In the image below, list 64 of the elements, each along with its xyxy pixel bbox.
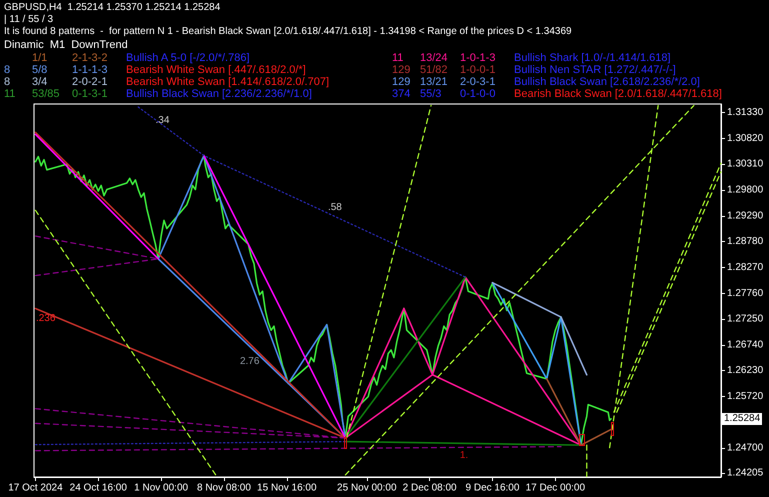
y-tick-label: 1.30820 <box>727 132 764 144</box>
text: 8 <box>4 76 10 88</box>
text: Bearish White Swan [.447/.618/2.0/*] <box>126 64 306 76</box>
text: 2-0-3-1 <box>460 76 496 88</box>
x-tick-label: 8 Nov 08:00 <box>196 482 252 494</box>
text: 8 <box>4 64 10 76</box>
text: Bearish Black Swan [2.0/1.618/.447/1.618] <box>514 88 722 100</box>
y-tick-label: 1.24700 <box>727 442 764 454</box>
chart-subtitle: | 11 / 55 / 3 <box>4 14 54 26</box>
annotation: .236 <box>36 312 56 325</box>
y-tick-label: 1.26740 <box>727 339 764 350</box>
y-tick-label: 1.29290 <box>727 210 764 222</box>
y-tick-label: 1.28780 <box>727 236 764 248</box>
text: 1-0-1-3 <box>460 52 496 64</box>
text: 5/8 <box>32 64 48 76</box>
x-tick-label: 9 Dec 16:00 <box>466 482 520 494</box>
text: 3/4 <box>32 76 48 88</box>
y-tick-label: 1.29800 <box>727 184 764 196</box>
x-tick-label: 25 Nov 00:00 <box>337 482 397 494</box>
y-tick-label: 1.27760 <box>727 288 764 299</box>
x-tick-label: 1 Nov 00:00 <box>134 482 189 494</box>
x-tick-label: 15 Nov 16:00 <box>257 482 317 494</box>
text: 1-1-1-3 <box>72 64 108 76</box>
y-tick-label: 1.26230 <box>727 365 764 376</box>
text: 13/21 <box>420 76 448 88</box>
text: Bullish Shark [1.0/-/1.414/1.618] <box>514 52 671 64</box>
text: 374 <box>392 88 410 100</box>
chart-title: GBPUSD,H4 1.25214 1.25370 1.25214 1.25284 <box>4 2 220 14</box>
text: 129 <box>392 64 410 76</box>
text: 1.25284 <box>722 412 762 425</box>
y-tick-label: 1.25720 <box>727 391 764 402</box>
text: 2-1-3-2 <box>72 52 108 64</box>
annotation: 2.76 <box>240 356 260 368</box>
text: 51/82 <box>420 64 448 76</box>
y-tick-label: 1.31330 <box>727 107 764 118</box>
x-tick-label: 2 Dec 08:00 <box>402 482 458 494</box>
x-tick-label: 24 Oct 16:00 <box>70 482 128 494</box>
y-tick-label: 1.27250 <box>727 314 764 325</box>
text: Bullish Nen STAR [1.272/.447/-/-] <box>514 64 676 76</box>
text: Bullish Black Swan [2.236/2.236/*/1.0] <box>126 88 312 100</box>
text: 0-1-0-0 <box>460 88 496 100</box>
y-tick-label: 1.28270 <box>727 262 764 273</box>
y-tick-label: 1.24205 <box>727 468 764 479</box>
text: It is found 8 patterns - for pattern N 1 - Bearish Black Swan [2.0/1.618/.447/1.618] - 1.34198 < Range of the prices D < 1.34369 <box>4 26 572 38</box>
x-tick-label: 17 Dec 00:00 <box>526 482 586 494</box>
annotation: 1. <box>460 450 468 462</box>
text: Dinamic M1 DownTrend <box>4 39 128 51</box>
text: Bullish A 5-0 [-/2.0/*/.786] <box>126 52 250 64</box>
text: Bearish White Swan [1.414/.618/2.0/.707] <box>126 76 330 88</box>
text: 0-1-3-1 <box>72 88 108 100</box>
annotation: .34 <box>156 115 170 128</box>
text: 1-0-0-1 <box>460 64 496 76</box>
text: 13/24 <box>420 52 448 64</box>
text: 55/3 <box>420 88 442 100</box>
text: 53/85 <box>32 88 60 100</box>
text: Bullish Black Swan [2.618/2.236/*/2.0] <box>514 76 700 88</box>
annotation: .58 <box>328 202 342 214</box>
text: 11 <box>392 52 404 64</box>
text: 2-0-2-1 <box>72 76 108 88</box>
y-tick-label: 1.30310 <box>727 158 764 170</box>
text: 1/1 <box>32 52 48 64</box>
text: 129 <box>392 76 410 88</box>
text: 11 <box>4 88 16 100</box>
x-tick-label: 17 Oct 2024 <box>8 482 64 494</box>
